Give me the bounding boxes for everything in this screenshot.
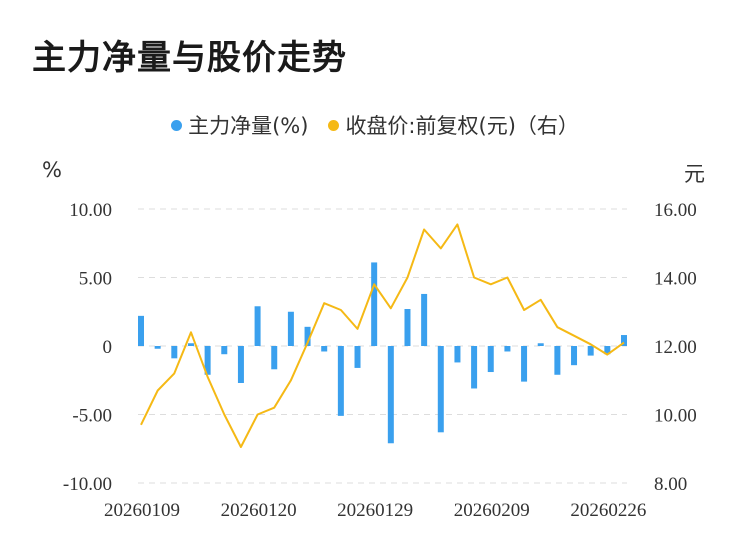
net-flow-bar <box>537 343 544 346</box>
legend-item-net-flow[interactable]: 主力净量(%) <box>171 110 308 140</box>
net-flow-bar <box>587 346 594 356</box>
legend-label-net-flow: 主力净量(%) <box>188 114 309 138</box>
left-tick-label: 5.00 <box>79 269 112 290</box>
net-flow-bar <box>254 306 261 346</box>
right-tick-label: 10.00 <box>654 406 697 427</box>
net-flow-bar <box>138 315 144 346</box>
net-flow-bar <box>337 346 344 416</box>
net-flow-bar <box>604 346 611 355</box>
net-flow-bar <box>321 346 328 352</box>
left-axis-unit: % <box>42 158 62 182</box>
chart-title: 主力净量与股价走势 <box>32 38 347 78</box>
left-tick-label: -5.00 <box>72 406 112 427</box>
legend: 主力净量(%) 收盘价:前复权(元)（右） <box>0 110 750 140</box>
net-flow-bar <box>154 346 161 349</box>
legend-label-close-price: 收盘价:前复权(元)（右） <box>345 114 579 138</box>
right-axis-unit: 元 <box>684 162 705 186</box>
net-flow-bar <box>571 346 578 366</box>
right-tick-label: 12.00 <box>654 337 697 358</box>
net-flow-bar <box>237 346 244 383</box>
net-flow-bar <box>187 343 194 346</box>
net-flow-bar <box>487 346 494 373</box>
net-flow-bar <box>387 346 394 444</box>
net-flow-bar <box>354 346 361 368</box>
net-flow-bar <box>421 293 428 346</box>
net-flow-bar <box>471 346 478 389</box>
net-flow-bar <box>504 346 511 352</box>
net-flow-bar <box>271 346 278 370</box>
x-tick-label: 20260129 <box>337 500 413 521</box>
left-tick-label: 10.00 <box>69 200 112 221</box>
x-tick-label: 20260226 <box>570 500 646 521</box>
x-tick-label: 20260109 <box>104 500 180 521</box>
net-flow-bar <box>371 262 378 346</box>
net-flow-bar <box>304 326 311 346</box>
left-tick-label: -10.00 <box>63 474 112 495</box>
legend-item-close-price[interactable]: 收盘价:前复权(元)（右） <box>328 110 579 140</box>
legend-dot-line-icon <box>328 119 340 131</box>
net-flow-bar <box>404 309 411 346</box>
net-flow-bar <box>521 346 528 382</box>
net-flow-bar <box>221 346 228 355</box>
x-tick-label: 20260209 <box>454 500 530 521</box>
close-price-line <box>140 223 625 448</box>
net-flow-bar <box>554 346 561 375</box>
right-tick-label: 14.00 <box>654 269 697 290</box>
net-flow-bar <box>204 346 211 375</box>
net-flow-bar <box>621 335 627 346</box>
left-tick-label: 0 <box>103 337 113 358</box>
right-tick-label: 16.00 <box>654 200 697 221</box>
net-flow-bar <box>287 311 294 346</box>
legend-dot-bar-icon <box>171 119 183 131</box>
right-tick-label: 8.00 <box>654 474 687 495</box>
x-tick-label: 20260120 <box>221 500 297 521</box>
net-flow-bar <box>437 346 444 433</box>
net-flow-bar <box>454 346 461 363</box>
net-flow-bar <box>171 346 178 359</box>
